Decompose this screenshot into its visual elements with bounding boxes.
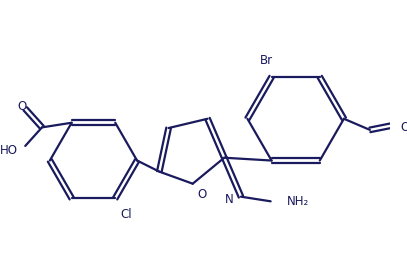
Text: Cl: Cl — [120, 208, 131, 222]
Text: HO: HO — [0, 144, 18, 157]
Text: N: N — [225, 193, 234, 206]
Text: O: O — [18, 99, 27, 113]
Text: O: O — [197, 188, 207, 201]
Text: O: O — [400, 121, 407, 134]
Text: NH₂: NH₂ — [287, 195, 310, 208]
Text: Br: Br — [260, 54, 274, 67]
